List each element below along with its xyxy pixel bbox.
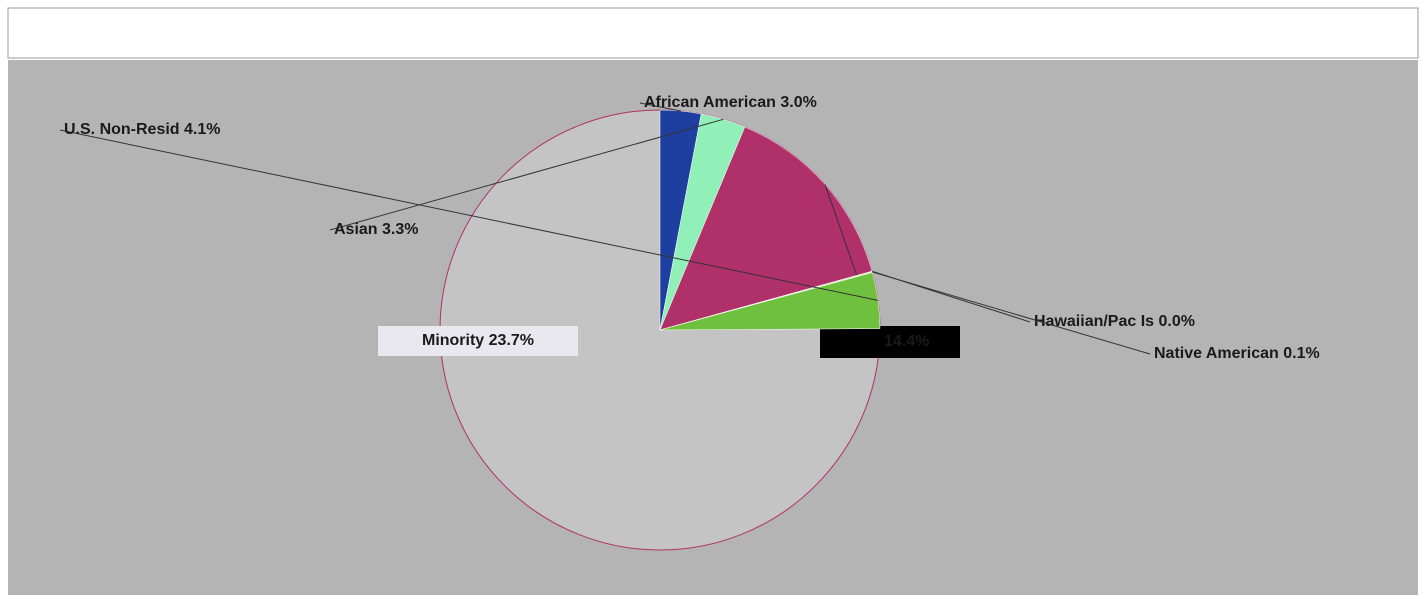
value-label: 4.1% [184, 121, 220, 138]
value-label: 3.0% [780, 94, 816, 111]
value-label: 3.3% [382, 221, 418, 238]
leader-line [329, 118, 724, 231]
leader-line [872, 271, 1151, 355]
annotation: Minority 23.7% [422, 332, 534, 349]
category-label: African American [644, 94, 776, 111]
annotation-box [378, 326, 578, 356]
value-label: 14.4% [884, 333, 929, 350]
slice-label: U.S. Non-Resid 4.1% [64, 121, 220, 138]
slice-label: 14.4% [884, 333, 929, 350]
leader-line [59, 129, 879, 301]
category-label: Asian [334, 221, 378, 238]
slice-label: Hawaiian/Pac Is 0.0% [1034, 313, 1195, 330]
value-label: 0.1% [1283, 345, 1319, 362]
value-label: 0.0% [1159, 313, 1195, 330]
slice-label: Native American 0.1% [1154, 345, 1320, 362]
category-label: U.S. Non-Resid [64, 121, 180, 138]
pie-layer: African American 3.0% Asian 3.3% 14.4% Hawa… [59, 94, 1320, 362]
value-label-box [820, 326, 960, 358]
leader-line [639, 102, 681, 112]
title-bar [7, 7, 1419, 59]
category-label: Native American [1154, 345, 1279, 362]
category-label: Hawaiian/Pac Is [1034, 313, 1154, 330]
slice-label: African American 3.0% [644, 94, 817, 111]
slice-label: Asian 3.3% [334, 221, 419, 238]
